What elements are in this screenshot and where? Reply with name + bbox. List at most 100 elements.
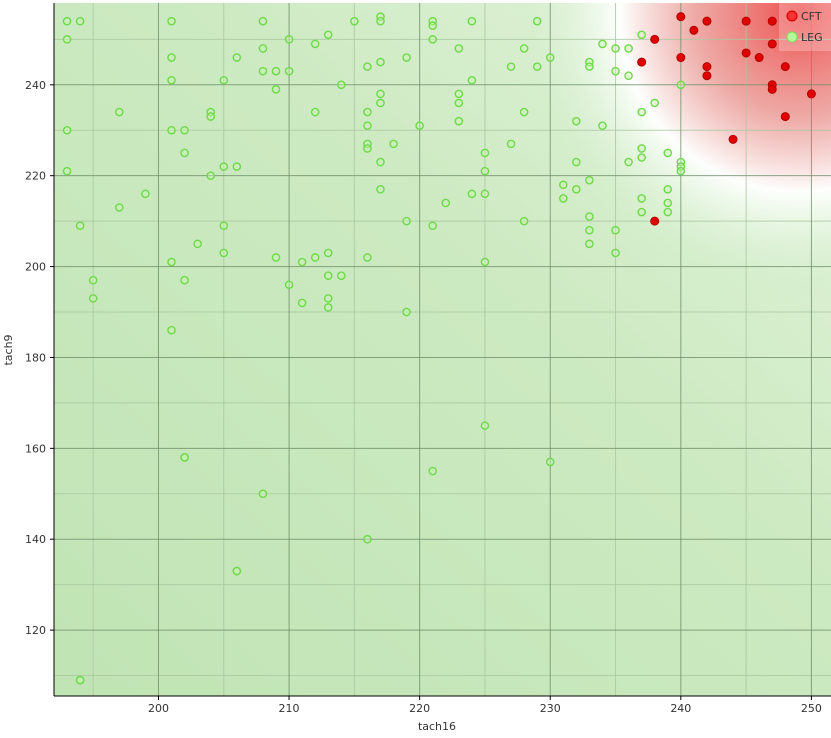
leg-point [271,253,281,262]
leg-point [415,121,424,130]
leg-point [363,62,372,71]
leg-point [167,125,176,135]
leg-point [193,239,202,249]
leg-point [363,534,372,544]
cft-point [741,16,751,26]
leg-point [428,466,438,476]
leg-point [219,221,229,230]
leg-point [219,162,229,171]
plot-background-highlight [54,3,831,696]
leg-point [611,44,620,53]
leg-point [336,80,346,90]
leg-point [624,157,633,167]
leg-point [637,107,646,117]
leg-point [558,180,568,190]
axis-ticks: 200 210 220 230 240 250 120 140 160 180 200 220 240 [25,79,822,715]
leg-point [519,216,529,226]
leg-point [167,75,176,85]
leg-point [284,280,294,290]
leg-point [454,98,464,108]
leg-point [232,566,242,576]
cft-point [767,39,777,49]
leg-point [637,207,646,217]
leg-point [363,121,372,130]
cft-point [702,16,712,26]
leg-point [454,89,464,99]
leg-point [167,53,176,62]
x-tick-label: 230 [540,702,561,715]
cft-point [637,57,647,67]
leg-point [167,257,176,267]
leg-point [363,107,372,117]
leg-point [637,144,646,153]
leg-point [637,153,646,162]
leg-point [62,16,72,26]
y-tick-label: 160 [25,442,46,455]
leg-point [402,307,411,317]
legend-marker-leg [786,31,798,43]
leg-point [572,185,581,194]
leg-point [467,189,477,199]
leg-point [545,53,555,62]
leg-point [167,325,176,335]
leg-point [598,121,607,130]
grid [54,3,831,696]
leg-point [363,144,372,153]
leg-point [75,221,85,230]
x-tick-label: 220 [409,702,430,715]
leg-point [323,271,333,280]
cft-point [676,12,686,22]
leg-point [167,16,176,26]
leg-point [376,16,385,26]
leg-point [297,257,307,267]
leg-point [62,125,72,135]
y-tick-label: 240 [25,79,46,92]
leg-point [441,198,451,208]
leg-point [637,30,646,40]
leg-point [519,107,529,117]
leg-point [310,39,320,49]
leg-point [180,148,189,158]
leg-point [271,85,281,94]
leg-point [88,294,98,303]
leg-point [598,39,607,49]
x-tick-label: 250 [801,702,822,715]
leg-point [114,203,124,212]
leg-point [585,175,594,185]
cft-point [806,89,816,99]
leg-point [271,66,281,76]
leg-point [363,253,372,262]
legend-marker-cft [786,10,798,22]
leg-point [611,248,620,258]
leg-point [219,248,229,258]
leg-point [336,271,346,280]
leg-point [624,44,633,53]
leg-point [532,16,542,26]
cft-point [650,34,660,44]
leg-point [572,157,581,167]
leg-point [284,35,294,44]
leg-point [611,66,620,76]
leg-point [232,162,242,171]
leg-point [428,21,438,31]
leg-point [206,171,216,180]
cft-point [702,71,712,81]
cft-point [689,25,699,35]
leg-point [88,275,98,285]
leg-point [258,44,268,53]
leg-point [297,298,307,308]
leg-point [624,71,633,81]
leg-point [676,80,686,90]
leg-point [480,189,490,199]
y-tick-label: 200 [25,261,46,274]
y-tick-label: 140 [25,533,46,546]
leg-point [663,207,673,217]
leg-point [258,66,268,76]
cft-point [728,134,738,144]
leg-point [376,89,385,99]
data-points [62,12,816,685]
y-tick-label: 180 [25,351,46,364]
leg-point [114,107,124,117]
x-axis-label: tach16 [418,720,456,733]
